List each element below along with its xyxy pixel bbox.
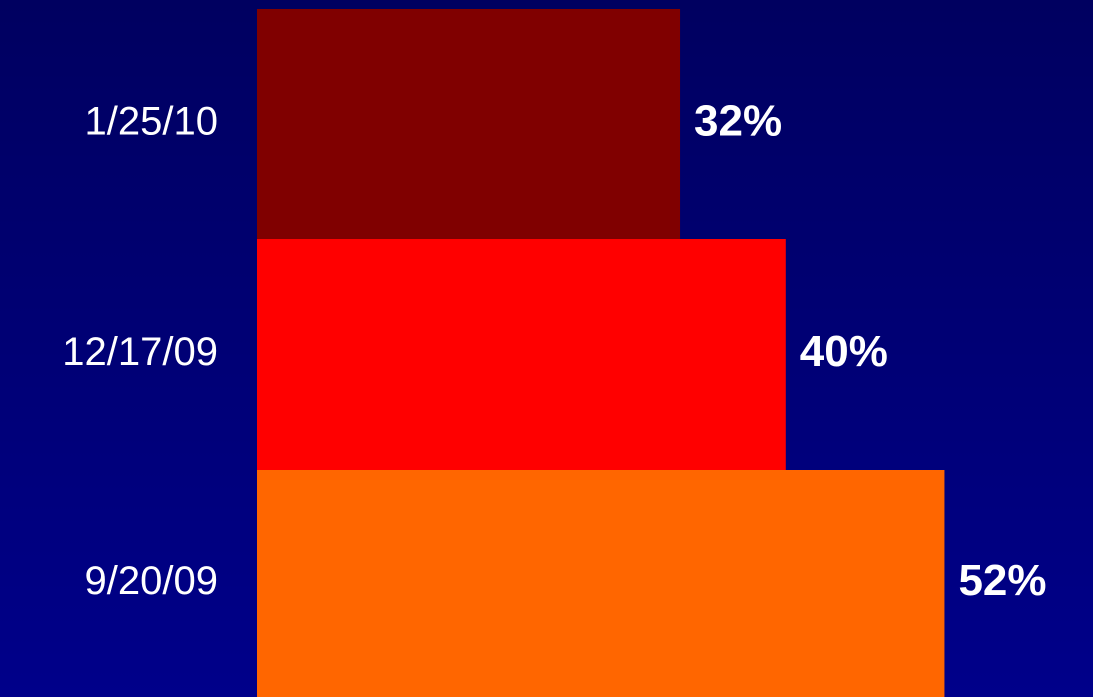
bar-2 xyxy=(257,470,945,697)
value-label-2: 52% xyxy=(958,556,1046,605)
category-labels-group: 1/25/10 12/17/09 9/20/09 xyxy=(62,100,218,604)
category-label-2: 9/20/09 xyxy=(85,559,218,603)
category-label-1: 12/17/09 xyxy=(62,330,218,374)
category-label-0: 1/25/10 xyxy=(85,100,218,144)
value-labels-group: 32% 40% 52% xyxy=(694,97,1046,606)
bars-group xyxy=(257,9,945,697)
bar-1 xyxy=(257,239,786,470)
value-label-0: 32% xyxy=(694,97,782,146)
value-label-1: 40% xyxy=(800,327,888,376)
bar-0 xyxy=(257,9,681,239)
